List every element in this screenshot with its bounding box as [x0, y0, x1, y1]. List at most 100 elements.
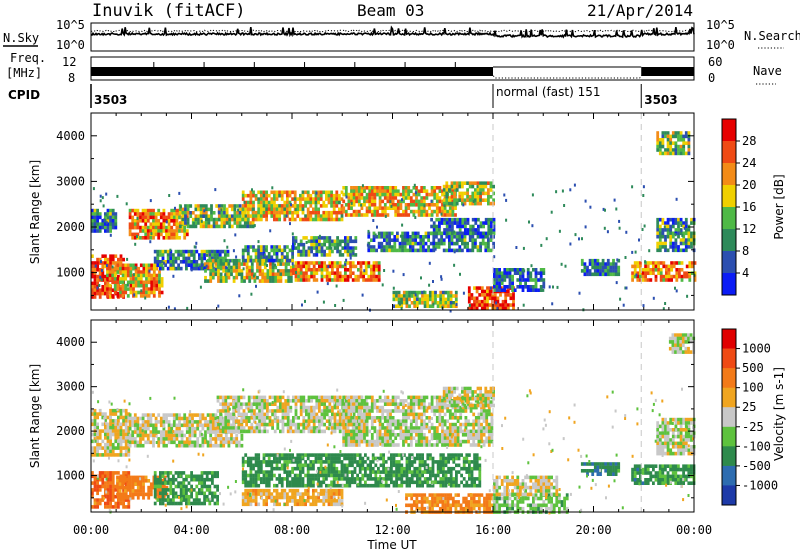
data-cell [179, 484, 183, 489]
data-cell [314, 197, 318, 201]
data-cell [674, 134, 678, 139]
data-cell [205, 474, 209, 479]
data-cell [432, 238, 436, 242]
data-cell [385, 235, 389, 239]
data-cell [495, 271, 499, 275]
data-cell [273, 399, 277, 403]
data-speckle [528, 220, 530, 224]
data-cell [122, 446, 125, 450]
data-cell [265, 255, 268, 259]
data-cell [203, 471, 206, 475]
data-cell [254, 483, 258, 488]
data-cell [669, 141, 673, 145]
data-cell [309, 197, 313, 201]
data-cell [593, 262, 597, 266]
data-cell [224, 416, 228, 420]
data-cell [426, 294, 430, 298]
data-cell [475, 289, 479, 294]
data-cell [669, 245, 673, 249]
data-cell [185, 229, 189, 233]
data-cell [631, 264, 634, 269]
data-cell [235, 265, 239, 270]
data-cell [243, 275, 246, 280]
data-cell [183, 229, 187, 233]
data-cell [350, 213, 353, 217]
data-cell [267, 483, 271, 488]
data-speckle [643, 224, 646, 228]
data-cell [284, 279, 288, 283]
data-cell [117, 261, 120, 265]
data-cell [305, 419, 308, 423]
data-cell [280, 197, 284, 201]
data-cell [292, 239, 295, 244]
data-cell [258, 405, 261, 410]
data-cell [260, 429, 264, 434]
data-cell [117, 453, 120, 457]
data-cell [278, 190, 281, 195]
data-cell [450, 191, 454, 196]
data-cell [288, 193, 292, 198]
data-cell [658, 148, 662, 152]
data-cell [262, 204, 266, 208]
data-cell [244, 207, 248, 212]
data-cell [333, 261, 337, 265]
data-cell [265, 483, 268, 488]
data-cell [318, 426, 321, 430]
data-cell [211, 275, 215, 280]
data-cell [315, 239, 319, 244]
data-cell [325, 214, 328, 218]
data-speckle [217, 304, 220, 308]
data-cell [104, 212, 107, 216]
data-cell [593, 265, 597, 270]
data-cell [267, 258, 271, 263]
data-cell [328, 246, 332, 250]
data-cell [221, 429, 225, 434]
data-cell [307, 426, 311, 430]
data-speckle [250, 292, 253, 296]
data-cell [172, 501, 175, 506]
data-cell [159, 423, 163, 428]
data-cell [119, 436, 123, 440]
data-cell [420, 209, 424, 214]
data-cell [306, 197, 310, 201]
data-cell [91, 271, 94, 275]
data-speckle [158, 280, 161, 284]
data-cell [167, 236, 171, 240]
data-cell [139, 426, 142, 431]
data-cell [172, 474, 175, 479]
data-cell [119, 277, 122, 281]
data-cell [489, 188, 493, 192]
data-cell [187, 498, 191, 502]
data-cell [232, 395, 235, 400]
data-cell [679, 138, 683, 142]
data-cell [468, 248, 472, 253]
data-cell [421, 297, 424, 302]
data-cell [375, 248, 378, 253]
data-cell [422, 209, 426, 214]
data-cell [155, 277, 159, 281]
data-cell [474, 238, 477, 242]
data-cell [131, 437, 135, 441]
data-cell [458, 245, 462, 249]
data-cell [227, 412, 230, 417]
data-cell [331, 278, 334, 282]
data-cell [137, 283, 141, 288]
data-cell [96, 425, 99, 430]
data-cell [259, 245, 263, 249]
data-cell [235, 440, 239, 445]
data-cell [153, 260, 157, 264]
data-speckle [291, 232, 294, 236]
data-cell [306, 190, 310, 195]
data-cell [394, 192, 398, 197]
data-cell [133, 212, 137, 216]
data-cell [325, 419, 329, 423]
data-cell [124, 481, 128, 485]
data-cell [244, 460, 248, 464]
data-cell [172, 219, 176, 223]
data-cell [368, 189, 372, 193]
data-cell [134, 277, 138, 281]
data-cell [399, 199, 403, 204]
data-cell [139, 492, 143, 497]
data-cell [362, 419, 365, 423]
data-cell [273, 214, 276, 218]
